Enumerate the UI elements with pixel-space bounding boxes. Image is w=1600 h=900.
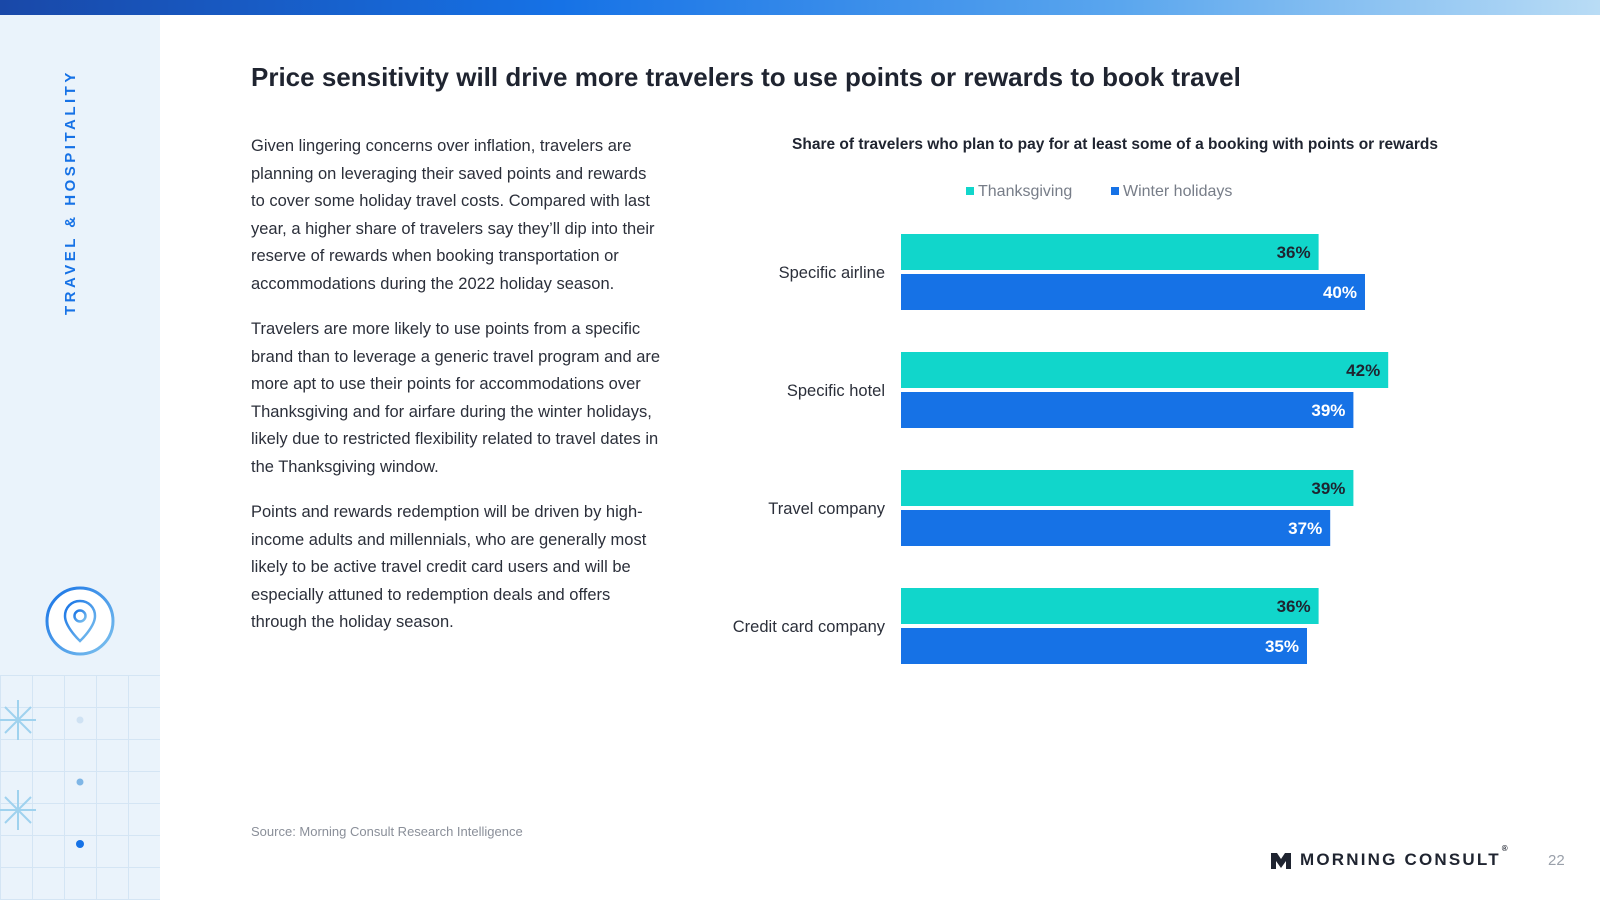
bar-2-2 — [901, 392, 1354, 428]
data-label-1-2: 40% — [1323, 283, 1357, 302]
snowflake-decoration — [0, 700, 84, 848]
source-note: Source: Morning Consult Research Intelli… — [251, 824, 523, 839]
category-label-1: Specific airline — [779, 264, 885, 282]
legend-label-1: Thanksgiving — [978, 183, 1072, 200]
data-label-2-1: 42% — [1346, 361, 1380, 380]
bar-3-1 — [901, 470, 1354, 506]
page-number: 22 — [1548, 852, 1565, 869]
brand-name-text: MORNING CONSULT — [1300, 850, 1501, 869]
category-label-4: Credit card company — [733, 618, 886, 636]
category-label-3: Travel company — [768, 500, 886, 518]
category-label-2: Specific hotel — [787, 382, 885, 400]
legend-swatch-2 — [1111, 187, 1119, 195]
bar-3-2 — [901, 510, 1331, 546]
brand-logo: MORNING CONSULT® — [1270, 844, 1510, 872]
legend-swatch-1 — [966, 187, 974, 195]
paragraph-2: Travelers are more likely to use points … — [251, 320, 661, 476]
brand-name: MORNING CONSULT® — [1300, 844, 1510, 870]
data-label-3-1: 39% — [1311, 479, 1345, 498]
paragraph-3: Points and rewards redemption will be dr… — [251, 503, 647, 631]
bar-4-2 — [901, 628, 1307, 664]
location-pin-icon — [44, 585, 116, 657]
morning-consult-logo-icon — [1271, 853, 1291, 869]
bar-2-1 — [901, 352, 1389, 388]
data-label-3-2: 37% — [1288, 519, 1322, 538]
sidebar: TRAVEL & HOSPITALITY — [0, 15, 160, 900]
page-title: Price sensitivity will drive more travel… — [251, 62, 1241, 92]
bar-1-1 — [901, 234, 1319, 270]
bar-chart: Share of travelers who plan to pay for a… — [700, 132, 1580, 692]
chart-canvas: Thanksgiving Winter holidays Specific airl… — [733, 183, 1389, 664]
legend-label-2: Winter holidays — [1123, 183, 1232, 200]
paragraph-1: Given lingering concerns over inflation,… — [251, 137, 655, 293]
body-text: Given lingering concerns over inflation,… — [251, 133, 661, 655]
top-gradient-bar — [0, 0, 1600, 15]
data-label-1-1: 36% — [1277, 243, 1311, 262]
data-label-4-1: 36% — [1277, 597, 1311, 616]
chart-title: Share of travelers who plan to pay for a… — [792, 136, 1438, 153]
data-label-2-2: 39% — [1311, 401, 1345, 420]
brand-registered-mark: ® — [1501, 844, 1510, 853]
bar-4-1 — [901, 588, 1319, 624]
data-label-4-2: 35% — [1265, 637, 1299, 656]
section-label: TRAVEL & HOSPITALITY — [62, 69, 79, 315]
bar-1-2 — [901, 274, 1365, 310]
